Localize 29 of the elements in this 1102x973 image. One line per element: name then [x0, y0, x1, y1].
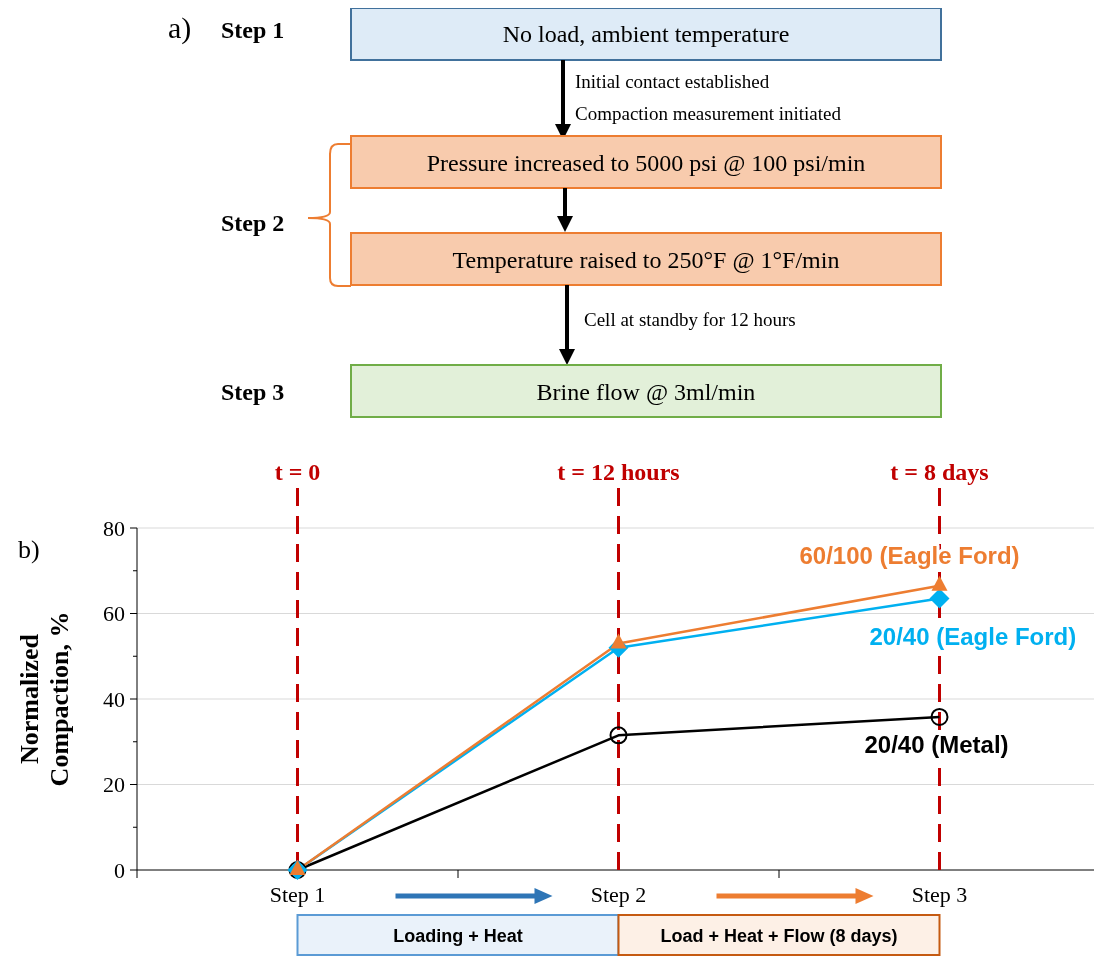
ref-line-label: t = 0 [274, 459, 321, 485]
text: a) [168, 11, 192, 45]
text: Cell at standby for 12 hours [584, 309, 796, 330]
text: Step 2 [221, 210, 285, 236]
text: Loading + Heat [393, 926, 523, 946]
text: Load + Heat + Flow (8 days) [660, 926, 898, 946]
text: Pressure increased to 5000 psi @ 100 psi/min [426, 150, 866, 176]
y-tick-label: 80 [103, 515, 125, 541]
x-tick-label: Step 2 [590, 882, 647, 907]
point [609, 726, 628, 745]
point [929, 588, 950, 609]
ref-line-label: t = 8 days [890, 459, 989, 485]
text: No load, ambient temperature [502, 21, 790, 47]
chart-title: b) [18, 535, 40, 564]
ref-line-label: t = 12 hours [557, 459, 680, 485]
y-tick-label: 40 [103, 686, 125, 712]
y-tick-label: 20 [103, 772, 125, 798]
x-tick-label: Step 3 [911, 882, 968, 907]
y-axis-title: Normalized Compaction, % [15, 611, 74, 787]
text: Temperature raised to 250°F @ 1°F/min [452, 247, 840, 273]
text: Compaction measurement initiated [575, 103, 842, 124]
y-tick-label: 60 [103, 601, 125, 627]
text: Step 3 [221, 379, 285, 405]
text: Initial contact established [575, 71, 770, 92]
point [930, 707, 949, 726]
text: Brine flow @ 3ml/min [536, 379, 756, 405]
x-tick-label: Step 1 [269, 882, 326, 907]
y-tick-label: 0 [114, 857, 125, 883]
text: Step 1 [221, 17, 285, 43]
